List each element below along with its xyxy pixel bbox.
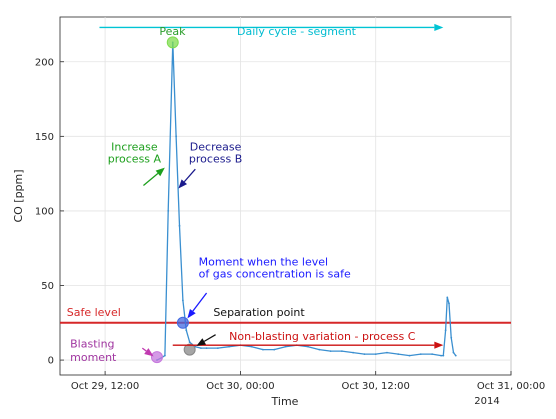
co-series-point: [386, 351, 388, 354]
annotation-label: Blasting: [70, 337, 114, 350]
co-series-point: [440, 354, 442, 357]
y-tick-label: 100: [35, 206, 54, 217]
annotation-label: Moment when the level: [199, 255, 328, 268]
co-series-point: [262, 348, 264, 351]
co-series-point: [329, 350, 332, 353]
event-marker: [183, 343, 196, 356]
co-series-point: [397, 353, 400, 356]
co-series-point: [454, 354, 457, 357]
co-series-point: [318, 348, 321, 351]
annotation-arrow-head: [155, 167, 165, 177]
y-tick-label: 50: [41, 281, 54, 292]
annotation-label: Increase: [111, 141, 158, 154]
co-series-point: [450, 336, 453, 339]
co-series-point: [216, 347, 219, 350]
co-series-point: [442, 354, 445, 357]
plot-area: [59, 16, 512, 376]
event-marker: [176, 316, 189, 329]
co-series-point: [448, 302, 450, 305]
co-series-point: [185, 329, 188, 332]
annotation-arrow: [192, 292, 208, 312]
x-tick-label: Oct 30, 12:00: [342, 381, 410, 392]
markers-layer: [150, 36, 196, 364]
co-series-point: [205, 347, 208, 350]
co-series-point: [228, 345, 231, 348]
event-marker: [166, 36, 179, 49]
co-series-point: [419, 353, 422, 356]
y-axis: 0 50 100 150 200: [35, 57, 64, 367]
annotation-arrow-head: [144, 348, 154, 357]
annotations-layer: Peak Daily cycle - segmentIncreaseprocess…: [67, 25, 416, 364]
annotation-arrow-head: [434, 341, 444, 349]
y-tick-label: 200: [35, 57, 54, 68]
annotation-arrow: [183, 168, 196, 183]
annotation-label: moment: [70, 351, 117, 364]
annotation-arrow: [143, 172, 159, 187]
co-series-point: [167, 210, 170, 212]
annotation-arrow-head: [187, 308, 196, 319]
annotation-label: Peak: [159, 25, 186, 38]
co-series-point: [446, 296, 449, 299]
annotation-arrow: [203, 334, 216, 342]
y-axis-label: CO [ppm]: [12, 169, 25, 222]
y-tick-label: 150: [35, 132, 54, 143]
arrows-layer: [99, 23, 444, 357]
co-series-point: [444, 329, 447, 332]
co-series-point: [188, 341, 191, 344]
co-series-point: [163, 354, 166, 357]
grid: [60, 17, 512, 375]
annotation-label: process B: [189, 152, 242, 165]
co-series-point: [307, 345, 309, 348]
x-axis-label: Time: [271, 395, 299, 408]
annotation-label: process A: [108, 152, 162, 165]
x-tick-label: Oct 31, 00:00: [477, 381, 545, 392]
annotation-label: Daily cycle - segment: [237, 25, 357, 38]
annotation-arrow-head: [178, 179, 188, 189]
annotation-label: Safe level: [67, 306, 121, 319]
co-series-point: [352, 351, 355, 354]
co-series-point: [431, 353, 433, 356]
co-series-point: [178, 224, 181, 227]
co-series-point: [175, 135, 178, 138]
co-series-point: [363, 353, 366, 356]
y-tick-label: 0: [48, 356, 54, 367]
annotation-arrow-head: [434, 23, 444, 32]
co-series-point: [250, 345, 253, 348]
annotation-label: Separation point: [213, 306, 305, 319]
x-tick-year-label: 2014: [474, 396, 499, 407]
annotation-label: of gas concentration is safe: [199, 267, 351, 280]
x-tick-label: Oct 30, 00:00: [206, 381, 274, 392]
co-series-point: [340, 350, 343, 353]
annotation-arrow-head: [196, 338, 207, 346]
x-axis: Oct 29, 12:00 Oct 30, 00:00 Oct 30, 12:00 O…: [71, 371, 545, 392]
annotation-label: Non-blasting variation - process C: [229, 330, 416, 343]
co-series-point: [284, 345, 287, 348]
event-marker: [150, 351, 163, 364]
co-series-point: [374, 353, 377, 356]
co-series-point: [273, 348, 276, 351]
co-series-point: [452, 351, 455, 354]
co-series-point: [408, 354, 411, 357]
co-series-point: [200, 347, 202, 350]
x-tick-label: Oct 29, 12:00: [71, 381, 139, 392]
annotation-arrow: [141, 347, 147, 352]
co-series-point: [181, 299, 184, 302]
annotation-label: Decrease: [190, 141, 242, 154]
